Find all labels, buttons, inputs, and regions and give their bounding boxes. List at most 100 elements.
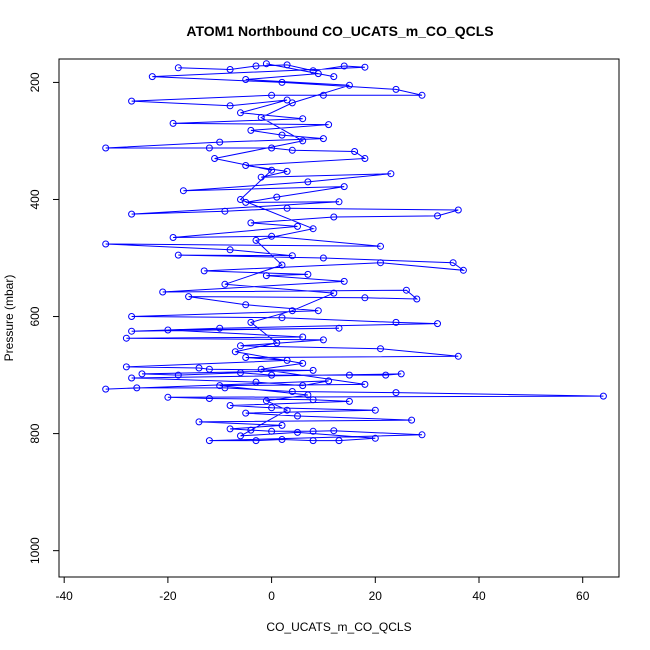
data-point bbox=[169, 119, 177, 127]
data-point bbox=[392, 389, 400, 397]
data-point bbox=[237, 369, 244, 377]
data-point bbox=[268, 371, 276, 379]
data-point bbox=[371, 406, 379, 414]
data-point bbox=[345, 397, 353, 405]
data-point bbox=[185, 293, 193, 301]
data-point bbox=[283, 167, 291, 175]
data-point bbox=[205, 437, 213, 445]
y-tick-label: 600 bbox=[28, 306, 42, 326]
x-axis-label: CO_UCATS_m_CO_QCLS bbox=[266, 620, 411, 634]
data-point bbox=[262, 272, 270, 280]
data-point bbox=[402, 286, 410, 294]
data-point bbox=[449, 259, 457, 267]
data-point bbox=[122, 334, 130, 342]
data-point bbox=[257, 114, 265, 121]
data-point bbox=[299, 333, 307, 341]
data-point bbox=[345, 81, 353, 89]
data-point bbox=[257, 173, 265, 181]
data-point bbox=[397, 370, 405, 378]
data-point bbox=[237, 196, 244, 203]
data-point bbox=[299, 115, 307, 123]
y-axis-label: Pressure (mbar) bbox=[2, 275, 16, 362]
data-point bbox=[330, 73, 338, 81]
data-point bbox=[278, 78, 286, 86]
data-point bbox=[252, 437, 260, 445]
data-point bbox=[278, 436, 286, 443]
data-point bbox=[335, 437, 343, 445]
data-point bbox=[288, 388, 296, 395]
data-point bbox=[340, 62, 348, 70]
data-point bbox=[304, 270, 312, 278]
data-point bbox=[319, 135, 327, 143]
data-point bbox=[434, 320, 441, 328]
data-point bbox=[221, 280, 229, 288]
x-tick-label: 60 bbox=[576, 589, 590, 603]
data-point bbox=[294, 412, 301, 420]
data-point bbox=[325, 121, 333, 129]
data-point bbox=[392, 318, 400, 326]
data-point bbox=[325, 377, 333, 385]
data-point bbox=[216, 382, 224, 390]
data-point bbox=[278, 421, 286, 429]
data-point bbox=[330, 213, 338, 221]
data-point bbox=[314, 307, 322, 315]
data-point bbox=[335, 324, 343, 332]
data-point bbox=[174, 64, 182, 72]
data-point bbox=[268, 427, 276, 435]
data-point bbox=[283, 356, 291, 364]
data-point bbox=[459, 266, 467, 274]
y-axis: 200 400 600 800 1000 bbox=[28, 72, 60, 564]
data-point bbox=[599, 392, 607, 400]
data-point bbox=[309, 366, 317, 374]
data-point bbox=[278, 314, 286, 322]
x-tick-label: -20 bbox=[159, 589, 177, 603]
data-point bbox=[288, 307, 296, 315]
y-tick-label: 200 bbox=[28, 72, 42, 92]
data-point bbox=[330, 289, 338, 297]
data-point bbox=[262, 60, 270, 68]
data-point bbox=[418, 431, 426, 439]
data-point bbox=[179, 187, 187, 195]
data-point bbox=[361, 155, 369, 162]
data-point bbox=[408, 416, 416, 424]
data-point bbox=[205, 365, 213, 373]
x-tick-label: 20 bbox=[369, 589, 383, 603]
data-point bbox=[237, 432, 244, 440]
data-point bbox=[200, 267, 208, 275]
data-point bbox=[434, 212, 441, 220]
data-point bbox=[242, 409, 250, 417]
data-point bbox=[257, 365, 265, 373]
data-point bbox=[247, 219, 255, 227]
data-point bbox=[319, 91, 327, 99]
plot-frame bbox=[58, 58, 620, 578]
data-point bbox=[268, 91, 276, 99]
data-point bbox=[413, 295, 421, 303]
data-point bbox=[226, 66, 234, 73]
data-point bbox=[314, 70, 322, 78]
data-point bbox=[361, 294, 369, 302]
data-point bbox=[382, 371, 390, 379]
data-point bbox=[392, 85, 400, 93]
data-point bbox=[226, 425, 234, 433]
data-point bbox=[195, 418, 203, 426]
data-point bbox=[242, 162, 250, 169]
y-tick-label: 800 bbox=[28, 423, 42, 443]
data-point bbox=[454, 352, 462, 360]
data-point bbox=[237, 109, 244, 117]
data-point bbox=[252, 236, 260, 244]
data-point bbox=[387, 170, 395, 178]
data-point bbox=[138, 370, 146, 378]
data-point bbox=[128, 313, 136, 320]
data-point bbox=[231, 348, 239, 356]
data-point bbox=[164, 393, 172, 401]
chart-title: ATOM1 Northbound CO_UCATS_m_CO_QCLS bbox=[186, 23, 493, 39]
data-point bbox=[345, 371, 353, 379]
data-point bbox=[309, 427, 317, 435]
data-point bbox=[237, 342, 244, 350]
data-point bbox=[283, 96, 291, 104]
data-point bbox=[268, 144, 276, 152]
x-tick-label: -40 bbox=[56, 589, 74, 603]
data-point bbox=[340, 277, 348, 285]
data-point bbox=[361, 380, 369, 388]
data-point bbox=[288, 252, 296, 260]
